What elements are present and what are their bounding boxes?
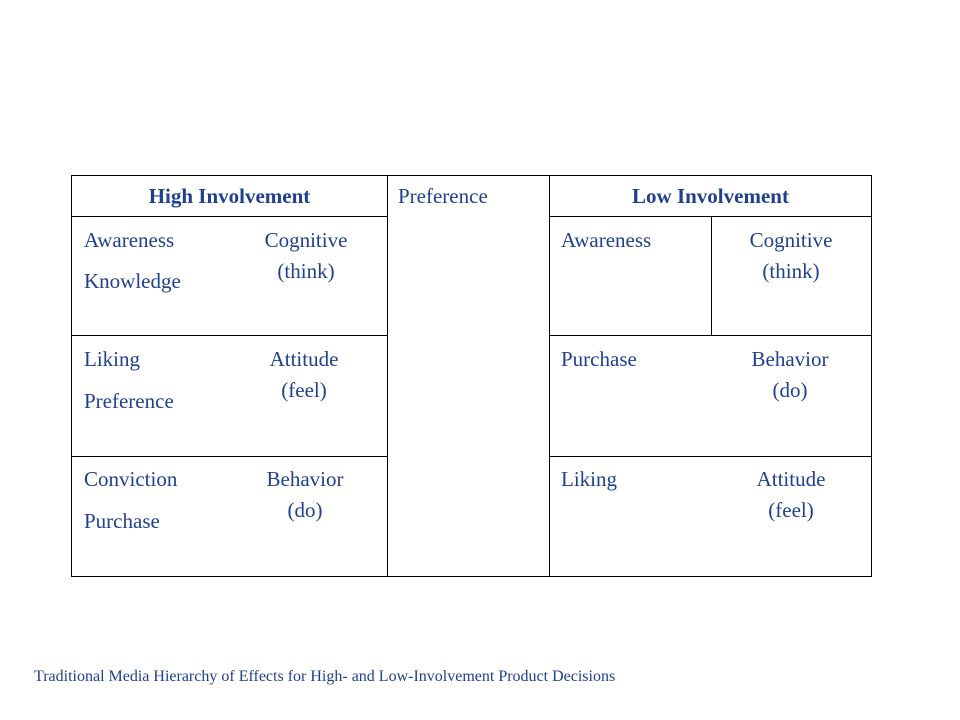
high-step-liking: Liking [84, 347, 140, 371]
high-step-preference: Preference [84, 389, 174, 413]
preference-header: Preference [398, 184, 488, 208]
low-step-purchase: Purchase [561, 347, 637, 371]
high-involvement-header: High Involvement [148, 184, 311, 208]
stage-sublabel: (do) [287, 498, 323, 522]
low-left-border [549, 175, 550, 577]
low-step-awareness: Awareness [561, 228, 652, 252]
stage-sublabel: (feel) [768, 498, 814, 522]
table-bottom-border [71, 576, 872, 577]
low-stage-attitude: Attitude (feel) [731, 464, 851, 526]
stage-label: Behavior [751, 347, 829, 371]
high-step-awareness: Awareness [84, 228, 175, 252]
low-row1-divider [549, 335, 872, 336]
high-stage-attitude: Attitude (feel) [244, 344, 364, 406]
high-stage-behavior: Behavior (do) [245, 464, 365, 526]
high-header-divider [71, 216, 388, 217]
stage-label: Cognitive [749, 228, 833, 252]
stage-sublabel: (feel) [281, 378, 327, 402]
low-row2-divider [549, 456, 872, 457]
stage-sublabel: (do) [772, 378, 808, 402]
high-step-knowledge: Knowledge [84, 269, 181, 293]
low-stage-behavior: Behavior (do) [730, 344, 850, 406]
low-header-divider [549, 216, 872, 217]
stage-sublabel: (think) [762, 259, 820, 283]
high-stage-cognitive: Cognitive (think) [246, 225, 366, 287]
high-row2-divider [71, 456, 388, 457]
table-top-border [71, 175, 872, 176]
low-stage-cognitive: Cognitive (think) [731, 225, 851, 287]
low-step-liking: Liking [561, 467, 617, 491]
stage-label: Cognitive [264, 228, 348, 252]
high-step-purchase: Purchase [84, 509, 160, 533]
high-row1-divider [71, 335, 388, 336]
table-left-border [71, 175, 72, 577]
figure-caption: Traditional Media Hierarchy of Effects f… [34, 668, 616, 685]
stage-sublabel: (think) [277, 259, 335, 283]
stage-label: Attitude [269, 347, 339, 371]
high-step-conviction: Conviction [84, 467, 178, 491]
table-right-border [871, 175, 872, 577]
stage-label: Behavior [266, 467, 344, 491]
high-right-border [387, 175, 388, 577]
low-involvement-header: Low Involvement [632, 184, 789, 208]
low-row1-inner-divider [711, 216, 712, 336]
stage-label: Attitude [756, 467, 826, 491]
